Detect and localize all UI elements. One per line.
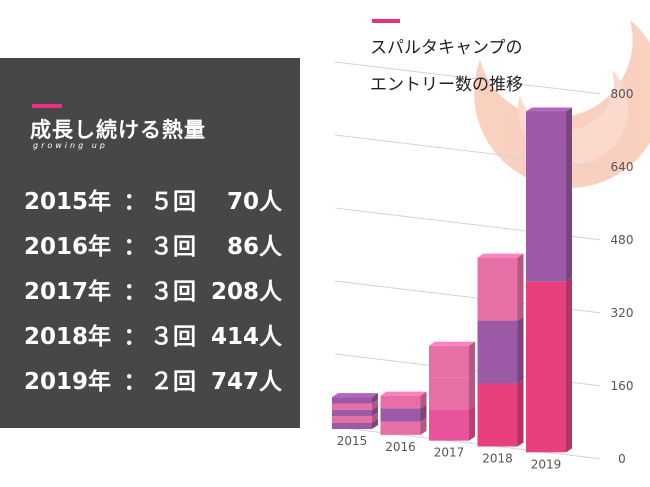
- y-tick-label: 640: [611, 160, 634, 174]
- bar-segment-side: [372, 418, 378, 430]
- stat-count: ３回: [150, 279, 196, 305]
- bar-segment-side: [372, 399, 378, 410]
- stat-people: 86人: [226, 234, 282, 260]
- stat-separator: ：: [123, 279, 147, 305]
- panel-subtitle: growing up: [33, 141, 108, 150]
- y-tick-label: 320: [611, 306, 634, 320]
- bar-segment: [380, 395, 421, 409]
- stat-people: 70人: [226, 189, 282, 215]
- stat-year: 2015年: [24, 189, 112, 215]
- panel-title-accent: [32, 104, 62, 108]
- stat-year: 2019年: [24, 369, 112, 395]
- stat-row-2018: 2018年 ： ３回 414人: [24, 317, 282, 351]
- x-tick-label: 2017: [434, 446, 465, 460]
- stat-separator: ：: [123, 234, 147, 260]
- bar-segment-side: [420, 391, 427, 409]
- stat-year: 2017年: [24, 279, 112, 305]
- bar-2018: [477, 253, 524, 447]
- bar-segment-side: [469, 405, 475, 441]
- stat-count: ３回: [150, 234, 196, 260]
- x-tick-label: 2019: [531, 457, 562, 471]
- stat-people: 747人: [210, 369, 282, 395]
- stat-row-2019: 2019年 ： ２回 747人: [24, 362, 282, 396]
- bar-segment: [332, 403, 372, 410]
- bar-segment: [477, 320, 518, 384]
- x-tick-label: 2018: [482, 452, 513, 466]
- bar-segment: [332, 397, 372, 404]
- stat-separator: ：: [123, 324, 147, 350]
- stat-count: ２回: [150, 369, 196, 395]
- gridline: [334, 426, 601, 460]
- stat-people: 208人: [210, 279, 282, 305]
- bar-segment: [332, 422, 372, 430]
- bar-top: [380, 391, 427, 396]
- gridline: [334, 61, 601, 95]
- y-tick-label: 800: [611, 87, 634, 101]
- stat-count: ５回: [150, 189, 196, 215]
- y-tick-label: 160: [611, 379, 634, 393]
- stat-year: 2018年: [24, 324, 112, 350]
- bar-2019: [526, 107, 572, 453]
- panel-title: 成長し続ける熱量: [30, 118, 206, 142]
- bar-top: [332, 393, 378, 398]
- chart-title-line-1: スパルタキャンプの: [370, 38, 523, 58]
- bar-segment: [477, 383, 518, 447]
- x-tick-label: 2015: [337, 434, 368, 448]
- bar-segment: [429, 345, 469, 378]
- bar-segment: [477, 257, 518, 321]
- bar-segment: [429, 409, 469, 441]
- chart-title-line-2: エントリー数の推移: [370, 75, 523, 95]
- bar-segment: [380, 421, 421, 435]
- bar-segment-side: [566, 277, 572, 453]
- bar-segment-side: [469, 341, 475, 378]
- stat-count: ３回: [150, 324, 196, 350]
- bar-segment: [332, 409, 372, 417]
- bar-top: [477, 253, 524, 258]
- bar-segment-side: [566, 107, 572, 282]
- bar-2016: [380, 391, 427, 435]
- stat-separator: ：: [123, 369, 147, 395]
- bar-segment-side: [420, 417, 427, 435]
- stats-panel: 成長し続ける熱量 growing up 2015年： ５回 70人 2016年： ３回…: [0, 58, 300, 428]
- bar-segment-side: [420, 404, 427, 422]
- stat-separator: ：: [123, 189, 147, 215]
- stat-people: 414人: [210, 324, 282, 350]
- x-tick-label: 2016: [385, 440, 416, 454]
- stat-year: 2016年: [24, 234, 112, 260]
- bar-segment: [429, 377, 469, 410]
- stat-row-2016: 2016年 ： ３回 86人: [24, 227, 282, 261]
- stat-row-2017: 2017年 ： ３回 208人: [24, 272, 282, 306]
- bar-segment-side: [517, 316, 524, 384]
- bar-segment-side: [469, 373, 475, 410]
- bar-2017: [429, 341, 475, 441]
- bar-segment-side: [372, 393, 378, 404]
- bar-segment-side: [372, 405, 378, 417]
- bar-segment-side: [372, 412, 378, 423]
- bar-segment-side: [517, 253, 524, 321]
- y-tick-label: 0: [618, 452, 626, 466]
- bar-2015: [332, 393, 378, 430]
- y-tick-label: 480: [611, 233, 634, 247]
- bar-segment: [380, 408, 421, 422]
- bar-segment: [526, 281, 566, 453]
- bar-segment: [526, 111, 566, 282]
- bar-segment-side: [517, 379, 524, 447]
- bar-segment: [332, 416, 372, 423]
- bar-top: [526, 107, 572, 112]
- stat-row-2015: 2015年 ： ５回 70人: [24, 182, 282, 216]
- chart-title-accent: [372, 19, 400, 23]
- bar-top: [429, 341, 475, 346]
